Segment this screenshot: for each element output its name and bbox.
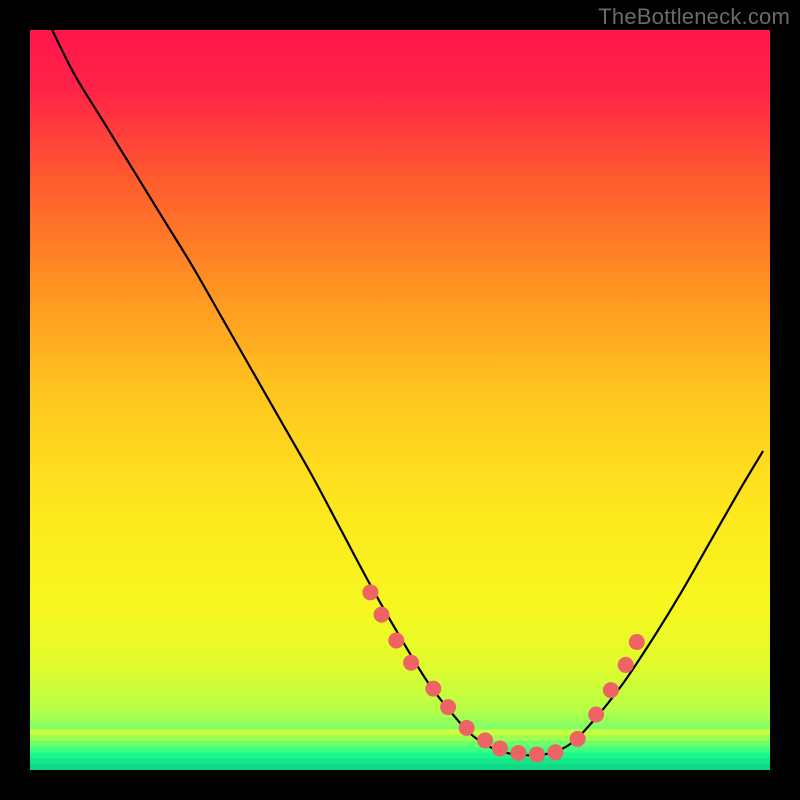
marker-dot bbox=[588, 707, 604, 723]
marker-dot bbox=[618, 657, 634, 673]
marker-dot bbox=[374, 607, 390, 623]
marker-dot bbox=[629, 634, 645, 650]
marker-dot bbox=[459, 720, 475, 736]
gradient-background bbox=[30, 30, 770, 770]
marker-dot bbox=[425, 681, 441, 697]
marker-dot bbox=[388, 633, 404, 649]
marker-dot bbox=[403, 655, 419, 671]
marker-dot bbox=[547, 744, 563, 760]
marker-dot bbox=[603, 682, 619, 698]
chart-stage: TheBottleneck.com bbox=[0, 0, 800, 800]
marker-dot bbox=[529, 746, 545, 762]
green-band-stripes bbox=[30, 729, 770, 770]
marker-dot bbox=[570, 731, 586, 747]
chart-svg bbox=[0, 0, 800, 800]
marker-dot bbox=[510, 745, 526, 761]
marker-dot bbox=[440, 699, 456, 715]
marker-dot bbox=[362, 584, 378, 600]
marker-dot bbox=[477, 732, 493, 748]
watermark-text: TheBottleneck.com bbox=[598, 4, 790, 30]
marker-dot bbox=[492, 741, 508, 757]
